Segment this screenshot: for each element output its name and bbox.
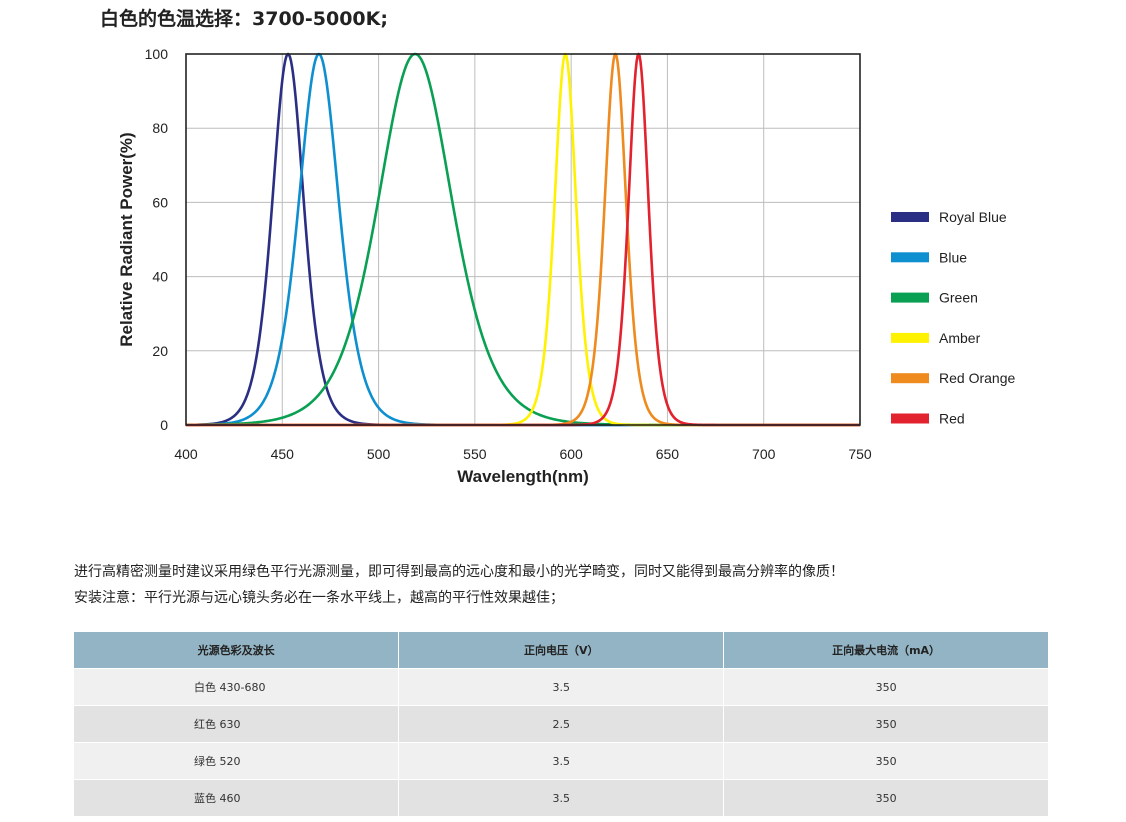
x-tick-label: 650 (656, 446, 680, 462)
series-line-red (185, 52, 861, 427)
legend-label: Red (939, 411, 965, 427)
y-tick-label: 80 (152, 120, 168, 136)
y-tick-label: 60 (152, 194, 168, 210)
spectrum-chart: 400 450 500 550 600 650 700 750 0 20 40 60 80 100 Wa… (117, 46, 1015, 486)
cell-current: 350 (723, 705, 1049, 743)
plot-frame (185, 53, 861, 426)
series-line-amber (185, 52, 861, 427)
cell-current: 350 (723, 779, 1049, 816)
table-row: 红色 630 2.5 350 (74, 705, 1049, 743)
series-line-royal-blue (185, 52, 861, 427)
x-tick-label: 750 (848, 446, 872, 462)
legend-swatch (891, 332, 929, 343)
y-tick-label: 0 (160, 417, 168, 433)
legend-label: Red Orange (939, 370, 1015, 386)
table-row: 蓝色 460 3.5 350 (74, 779, 1049, 816)
x-tick-label: 550 (463, 446, 487, 462)
cell-wavelength: 蓝色 460 (74, 779, 400, 816)
description-line-2: 安装注意：平行光源与远心镜头务必在一条水平线上，越高的平行性效果越佳； (74, 590, 564, 606)
legend-label: Royal Blue (939, 209, 1007, 225)
y-tick-label: 40 (152, 269, 168, 285)
series-line-green (185, 52, 861, 427)
y-axis-label: Relative Radiant Power(%) (117, 132, 136, 346)
cell-wavelength: 绿色 520 (74, 742, 400, 780)
description-line-1: 进行高精密测量时建议采用绿色平行光源测量，即可得到最高的远心度和最小的光学畸变，… (74, 564, 844, 580)
y-tick-label: 20 (152, 343, 168, 359)
series-line-blue (185, 52, 861, 427)
legend-swatch (891, 212, 929, 222)
x-tick-labels: 400 450 500 550 600 650 700 750 (174, 446, 872, 462)
y-tick-label: 100 (145, 46, 169, 62)
legend-label: Amber (939, 330, 981, 346)
cell-current: 350 (723, 668, 1049, 706)
chart-grid (185, 53, 861, 426)
header-voltage: 正向电压（V） (398, 632, 725, 669)
cell-voltage: 3.5 (398, 779, 725, 816)
chart-series (185, 52, 861, 427)
legend-label: Green (939, 290, 978, 306)
x-tick-label: 600 (559, 446, 583, 462)
cell-wavelength: 白色 430-680 (74, 668, 400, 706)
legend-swatch (891, 292, 929, 303)
chart-legend: Royal Blue Blue Green Amber Red Orange Red (891, 209, 1015, 427)
table-row: 绿色 520 3.5 350 (74, 742, 1049, 780)
x-axis-label: Wavelength(nm) (457, 467, 589, 486)
cell-voltage: 3.5 (398, 742, 725, 780)
page-heading: 白色的色温选择：3700-5000K; (100, 8, 388, 30)
legend-label: Blue (939, 249, 967, 265)
header-current: 正向最大电流（mA） (723, 632, 1049, 669)
header-wavelength: 光源色彩及波长 (74, 632, 400, 669)
cell-voltage: 3.5 (398, 668, 725, 706)
x-tick-label: 450 (271, 446, 295, 462)
x-tick-label: 400 (174, 446, 198, 462)
x-tick-label: 500 (367, 446, 391, 462)
table-header-row: 光源色彩及波长 正向电压（V） 正向最大电流（mA） (74, 632, 1049, 669)
x-tick-label: 700 (752, 446, 776, 462)
legend-swatch (891, 413, 929, 424)
spec-table: 光源色彩及波长 正向电压（V） 正向最大电流（mA） 白色 430-680 3.… (74, 632, 1049, 816)
cell-voltage: 2.5 (398, 705, 725, 743)
legend-swatch (891, 373, 929, 384)
cell-wavelength: 红色 630 (74, 705, 400, 743)
legend-swatch (891, 252, 929, 263)
series-line-red-orange (185, 52, 861, 427)
table-row: 白色 430-680 3.5 350 (74, 668, 1049, 706)
cell-current: 350 (723, 742, 1049, 780)
y-tick-labels: 0 20 40 60 80 100 (145, 46, 169, 433)
